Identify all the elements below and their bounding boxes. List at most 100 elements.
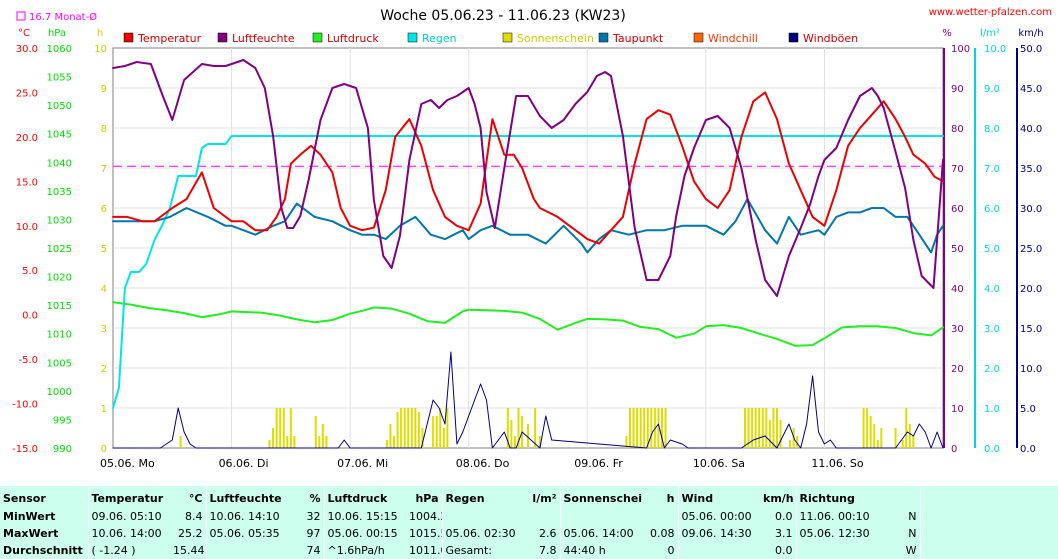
sunshine-bar	[894, 428, 897, 448]
tick-label-rain: 0.0	[984, 444, 1000, 455]
legend-label: Windchill	[708, 32, 758, 45]
legend-label: Taupunkt	[612, 32, 664, 45]
wind-time: 05.06. 00:00	[677, 508, 760, 525]
tick-label-wind: 10.0	[1020, 364, 1042, 375]
header-wind-unit: km/h	[763, 491, 794, 505]
sunshine-bar	[765, 408, 768, 448]
sunshine-bar	[660, 408, 663, 448]
humidity-value: 97	[306, 527, 321, 540]
x-tick-label: 06.06. Di	[219, 457, 269, 470]
legend-label: Temperatur	[137, 32, 202, 45]
row-label: MaxWert	[3, 527, 59, 540]
tick-label-sunshine: 9	[101, 84, 107, 95]
legend-label: Regen	[422, 32, 457, 45]
tick-label-temperature: 20.0	[16, 133, 38, 144]
tick-label-temperature: -15.0	[12, 444, 38, 455]
legend-swatch	[312, 32, 323, 43]
x-tick-label: 09.06. Fr	[574, 457, 623, 470]
sunshine-bar	[901, 440, 904, 448]
sunshine-bar	[643, 408, 646, 448]
sunshine-bar	[403, 408, 406, 448]
header-sunshine: Sonnenschein	[559, 486, 642, 508]
tick-label-humidity: 70	[951, 164, 964, 175]
humidity-value: 74	[306, 544, 321, 557]
sunshine-bar	[400, 408, 403, 448]
tick-label-rain: 9.0	[984, 84, 1000, 95]
pressure-value: 1015.5	[409, 527, 442, 540]
sunshine-bar	[293, 436, 296, 448]
tick-label-sunshine: 7	[101, 164, 107, 175]
tick-label-humidity: 90	[951, 84, 964, 95]
stats-row-max: MaxWert 10.06. 14:00 25.2 05.06. 05:35 9…	[0, 525, 1058, 542]
rain-value: 7.8	[539, 544, 557, 557]
axis-unit-wind: km/h	[1018, 28, 1043, 39]
legend-label: Windböen	[803, 32, 858, 45]
tick-label-pressure: 1030	[47, 215, 72, 226]
sunshine-bar	[289, 408, 292, 448]
header-temperature: Temperatur	[87, 486, 170, 508]
humidity-time: 05.06. 05:35	[205, 525, 288, 542]
x-tick-label: 07.06. Mi	[337, 457, 388, 470]
sunshine-bar	[396, 412, 399, 448]
series-line-taupunkt	[112, 198, 944, 254]
sunshine-value	[642, 508, 678, 525]
tick-label-temperature: 0.0	[22, 311, 38, 322]
tick-label-pressure: 1005	[47, 358, 72, 369]
sunshine-bar	[275, 408, 278, 448]
tick-label-pressure: 1025	[47, 244, 72, 255]
tick-label-temperature: -5.0	[18, 355, 38, 366]
tick-label-pressure: 990	[53, 444, 72, 455]
wind-value: 0.0	[775, 510, 793, 523]
tick-label-humidity: 50	[951, 244, 964, 255]
sunshine-bar	[908, 424, 911, 448]
axis-unit-temperature: °C	[18, 28, 30, 39]
sunshine-time: 05.06. 14:00	[559, 525, 642, 542]
pressure-value: 1004.2	[409, 510, 442, 523]
legend-label: Sonnenschein	[517, 32, 594, 45]
header-wind: Wind	[677, 486, 760, 508]
tick-label-rain: 10.0	[984, 44, 1006, 55]
sunshine-bar	[869, 416, 872, 448]
header-direction: Richtung	[795, 486, 884, 508]
sunshine-bar	[650, 408, 653, 448]
header-humidity: Luftfeuchte	[205, 486, 288, 508]
pressure-time: 05.06. 00:15	[323, 525, 406, 542]
series-line-luftdruck	[112, 301, 944, 347]
series-line-temperatur	[112, 91, 944, 245]
sunshine-bar	[510, 420, 513, 448]
stats-row-min: MinWert 09.06. 05:10 8.4 10.06. 14:10 32…	[0, 508, 1058, 525]
tick-label-sunshine: 8	[101, 124, 107, 135]
sunshine-bar	[272, 428, 275, 448]
sunshine-bar	[527, 424, 529, 448]
sunshine-time: 44:40 h	[559, 542, 642, 559]
sunshine-bar	[321, 424, 324, 448]
rain-time: Gesamt:	[441, 542, 524, 559]
tick-label-pressure: 1060	[47, 44, 72, 55]
temperature-value: 8.4	[185, 510, 203, 523]
tick-label-wind: 40.0	[1020, 124, 1042, 135]
header-sensor: Sensor	[3, 491, 46, 505]
sunshine-bar	[664, 408, 667, 448]
sunshine-bar	[636, 408, 639, 448]
direction-time: 11.06. 00:10	[795, 508, 884, 525]
sunshine-bar	[743, 408, 746, 448]
temperature-time: 09.06. 05:10	[87, 508, 170, 525]
tick-label-humidity: 20	[951, 364, 964, 375]
tick-label-humidity: 10	[951, 404, 964, 415]
sunshine-bar	[410, 408, 413, 448]
tick-label-sunshine: 0	[101, 444, 107, 455]
sunshine-bar	[439, 408, 442, 448]
sunshine-bar	[876, 440, 879, 448]
row-label: MinWert	[3, 510, 56, 523]
sunshine-bar	[385, 440, 388, 448]
sunshine-bar	[534, 408, 537, 448]
chart-title: Woche 05.06.23 - 11.06.23 (KW23)	[380, 8, 626, 24]
axis-unit-humidity: %	[942, 28, 952, 39]
tick-label-wind: 20.0	[1020, 284, 1042, 295]
tick-label-rain: 6.0	[984, 204, 1000, 215]
axis-unit-sunshine: h	[97, 28, 103, 39]
sunshine-bar	[407, 408, 410, 448]
legend-label: Luftdruck	[327, 32, 379, 45]
sunshine-bar	[751, 408, 754, 448]
sunshine-bar	[866, 408, 869, 448]
